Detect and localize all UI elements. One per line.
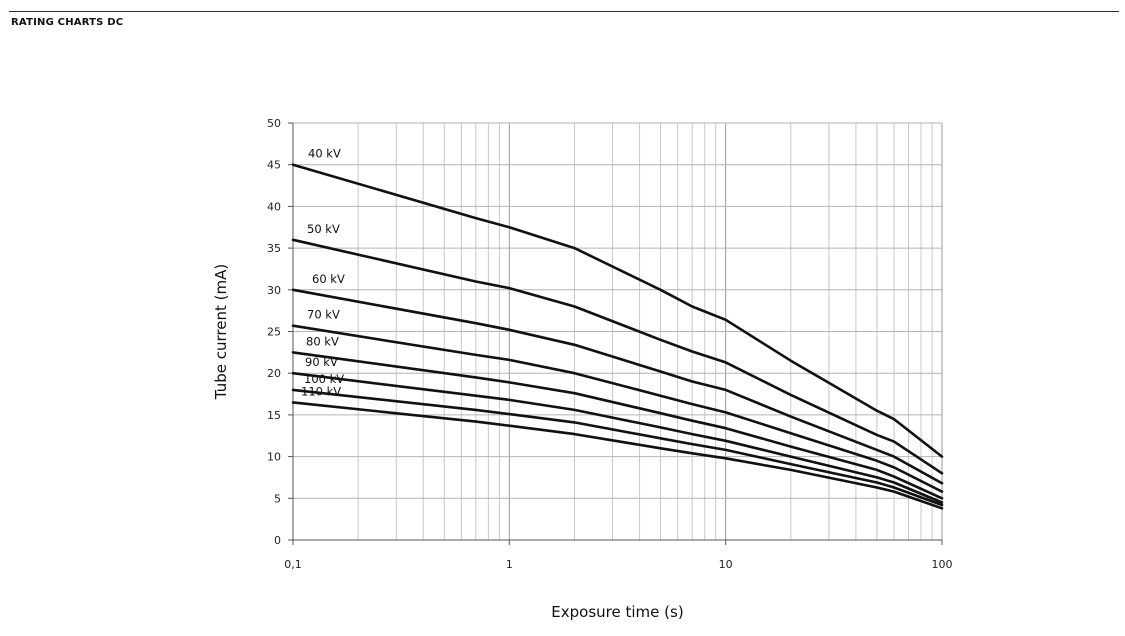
x-tick-label: 0,1 [284, 558, 302, 571]
y-tick-label: 45 [267, 159, 281, 172]
y-tick-label: 30 [267, 284, 281, 297]
series-line-60-kv [291, 288, 944, 485]
series-label: 40 kV [308, 147, 341, 161]
y-tick-label: 15 [267, 409, 281, 422]
y-tick-label: 20 [267, 367, 281, 380]
header-divider [9, 11, 1119, 12]
page-title: RATING CHARTS DC [11, 17, 124, 28]
series-label: 50 kV [307, 222, 340, 236]
series-label: 80 kV [306, 334, 339, 348]
chart-labels: 40 kV 50 kV 60 kV 70 kV 80 kV 90 kV 100 kV110 … [301, 147, 345, 399]
chart-axes: 0 5 10 15 20 25 30 35 40 45 50 0,1 1 10 100 [267, 117, 953, 571]
chart-grid [293, 122, 943, 541]
series-line-110-kv [291, 401, 944, 510]
x-tick-label: 100 [932, 558, 953, 571]
series-line-70-kv [291, 324, 944, 493]
chart-series [291, 163, 944, 510]
series-label: 110 kV [301, 384, 341, 398]
x-tick-label: 1 [506, 558, 513, 571]
series-label: 90 kV [305, 355, 338, 369]
series-line-50-kv [291, 238, 944, 475]
series-line-80-kv [291, 351, 944, 500]
y-tick-label: 35 [267, 242, 281, 255]
series-line-100-kv [291, 388, 944, 507]
y-tick-label: 10 [267, 451, 281, 464]
x-axis-title: Exposure time (s) [551, 603, 683, 621]
series-label: 60 kV [312, 272, 345, 286]
y-axis-title: Tube current (mA) [212, 264, 230, 400]
series-label: 100 kV [304, 372, 344, 386]
series-label: 70 kV [307, 308, 340, 322]
y-tick-label: 50 [267, 117, 281, 130]
series-line-40-kv [291, 163, 944, 458]
y-tick-label: 5 [274, 492, 281, 505]
y-tick-label: 25 [267, 326, 281, 339]
x-tick-label: 10 [719, 558, 733, 571]
y-tick-label: 0 [274, 534, 281, 547]
series-line-90-kv [291, 371, 944, 504]
y-tick-label: 40 [267, 200, 281, 213]
